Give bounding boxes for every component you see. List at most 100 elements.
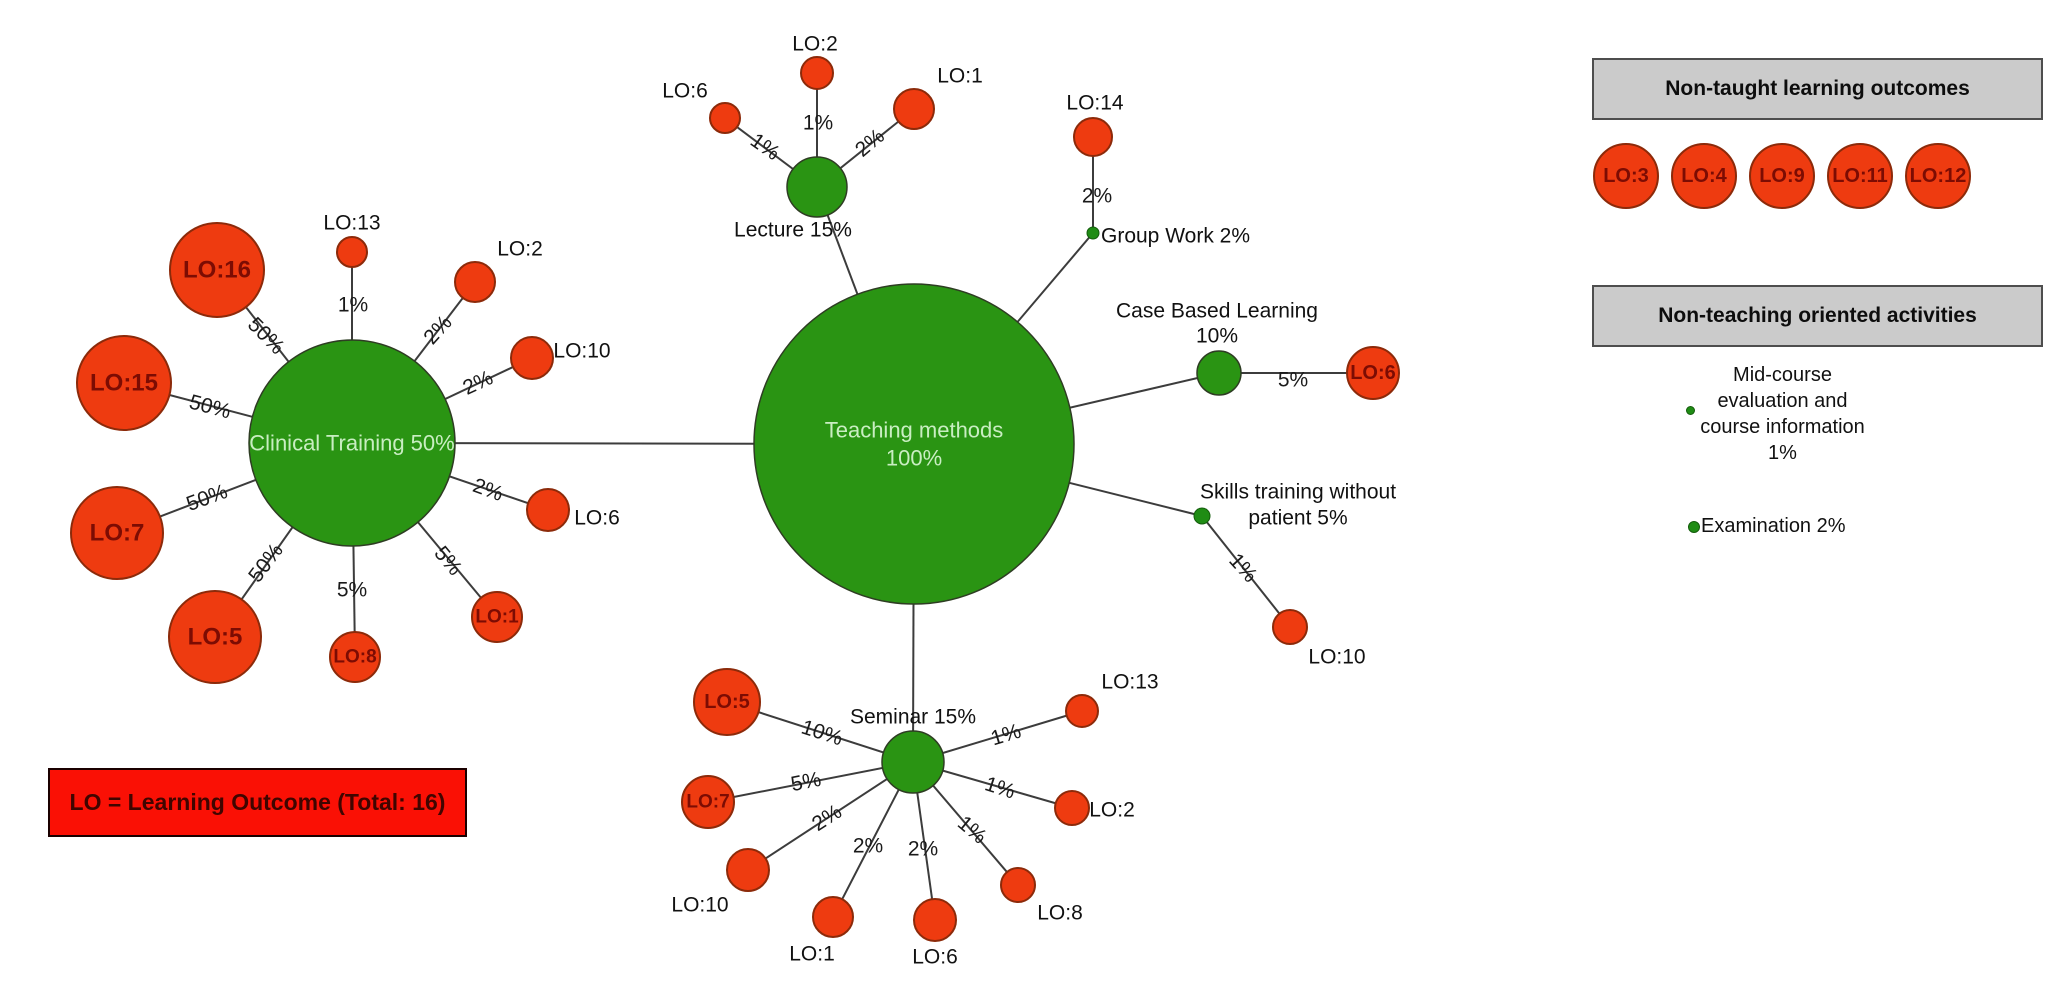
node-cl_lo10-circle — [510, 336, 554, 380]
edge-seminar-sem_lo7 — [707, 761, 914, 803]
node-sem_lo5-circle — [693, 668, 761, 736]
node-sem_lo7-text: LO:7 — [686, 792, 729, 813]
edge-label-clinical-cl_lo15: 50% — [187, 390, 234, 423]
edge-label-seminar-sem_lo5: 10% — [798, 716, 845, 751]
node-sem_lo5-text: LO:5 — [704, 691, 750, 713]
node-sem_lo13-label: LO:13 — [1101, 671, 1158, 694]
node-cbl-label: 10% — [1196, 325, 1238, 348]
legend-label: LO = Learning Outcome (Total: 16) — [69, 789, 446, 815]
node-teaching-text: Teaching methods — [825, 418, 1004, 443]
non-taught-lo-circle: LO:11 — [1827, 143, 1893, 209]
node-cl_lo7-circle — [70, 486, 164, 580]
examination-dot-icon — [1688, 521, 1700, 533]
node-groupwork-circle — [1086, 226, 1100, 240]
node-sem_lo2-circle — [1054, 790, 1090, 826]
edge-label-clinical-cl_lo8: 5% — [337, 579, 367, 602]
node-seminar-circle — [881, 730, 945, 794]
non-taught-lo-circle: LO:12 — [1905, 143, 1971, 209]
node-sem_lo6-label: LO:6 — [912, 946, 958, 969]
node-sk_lo10-circle — [1272, 609, 1308, 645]
node-cl_lo6-circle — [526, 488, 570, 532]
non-taught-header: Non-taught learning outcomes — [1592, 58, 2043, 120]
node-sem_lo10-label: LO:10 — [671, 894, 728, 917]
edge-label-clinical-cl_lo10: 2% — [459, 366, 496, 400]
node-cbl-circle — [1196, 350, 1242, 396]
edge-label-clinical-cl_lo2: 2% — [419, 311, 456, 349]
legend-box: LO = Learning Outcome (Total: 16) — [48, 768, 467, 837]
edge-label-seminar-sem_lo1: 2% — [853, 835, 883, 858]
node-skills-circle — [1193, 507, 1211, 525]
node-sem_lo6-circle — [913, 898, 957, 942]
node-sem_lo13-circle — [1065, 694, 1099, 728]
non-teaching-header: Non-teaching oriented activities — [1592, 285, 2043, 347]
non-taught-lo-circle: LO:3 — [1593, 143, 1659, 209]
node-cl_lo6-label: LO:6 — [574, 507, 620, 530]
node-lec_lo6-label: LO:6 — [662, 80, 708, 103]
node-cl_lo7-text: LO:7 — [90, 520, 145, 547]
node-lec_lo1-label: LO:1 — [937, 65, 983, 88]
node-cl_lo15-circle — [76, 335, 172, 431]
node-cl_lo13-circle — [336, 236, 368, 268]
node-teaching-text: 100% — [886, 446, 942, 471]
edge-label-lecture-lec_lo6: 1% — [746, 129, 784, 165]
node-sem_lo10-circle — [726, 848, 770, 892]
node-lec_lo6-circle — [709, 102, 741, 134]
edge-skills-sk_lo10 — [1201, 515, 1291, 628]
edge-seminar-sem_lo10 — [747, 761, 914, 871]
node-cl_lo1-text: LO:1 — [475, 607, 519, 628]
node-cl_lo8-text: LO:8 — [333, 647, 376, 668]
node-cl_lo5-text: LO:5 — [188, 624, 243, 651]
node-clinical-text: Clinical Training 50% — [249, 431, 454, 456]
node-clinical-circle — [248, 339, 456, 547]
edge-label-seminar-sem_lo7: 5% — [789, 768, 823, 796]
node-cbl_lo6-circle — [1346, 346, 1400, 400]
midcourse-dot-icon — [1686, 406, 1695, 415]
node-lo14-label: LO:14 — [1066, 92, 1124, 115]
node-skills-label: Skills training without — [1200, 481, 1396, 504]
edge-label-clinical-cl_lo6: 2% — [470, 474, 506, 506]
node-sem_lo8-label: LO:8 — [1037, 902, 1083, 925]
node-cl_lo2-label: LO:2 — [497, 238, 543, 261]
node-lo14-circle — [1073, 117, 1113, 157]
node-lecture-circle — [786, 156, 848, 218]
node-cl_lo8-circle — [329, 631, 381, 683]
node-sk_lo10-label: LO:10 — [1308, 646, 1365, 669]
node-cl_lo16-circle — [169, 222, 265, 318]
non-taught-lo-circle: LO:4 — [1671, 143, 1737, 209]
midcourse-item: Mid-course evaluation and course informa… — [1700, 364, 1865, 464]
node-cl_lo2-circle — [454, 261, 496, 303]
edge-label-skills-sk_lo10: 1% — [1224, 549, 1261, 587]
node-groupwork-label: Group Work 2% — [1101, 225, 1250, 248]
edge-label-clinical-cl_lo7: 50% — [183, 480, 230, 516]
edge-label-groupwork-lo14: 2% — [1082, 185, 1112, 208]
edge-label-seminar-sem_lo10: 2% — [808, 800, 846, 836]
non-taught-lo-circle: LO:9 — [1749, 143, 1815, 209]
edge-label-cbl-cbl_lo6: 5% — [1278, 369, 1308, 392]
edge-label-seminar-sem_lo2: 1% — [982, 772, 1018, 803]
node-lecture-label: Lecture 15% — [734, 219, 852, 242]
node-cbl_lo6-text: LO:6 — [1350, 362, 1396, 384]
non-teaching-header-label: Non-teaching oriented activities — [1658, 304, 1977, 327]
node-sem_lo2-label: LO:2 — [1089, 799, 1135, 822]
node-cl_lo1-circle — [471, 591, 523, 643]
node-lec_lo2-circle — [800, 56, 834, 90]
node-cbl-label: Case Based Learning — [1116, 300, 1318, 323]
non-taught-lo-row: LO:3 LO:4 LO:9 LO:11 LO:12 — [1593, 143, 1971, 209]
node-lec_lo2-label: LO:2 — [792, 33, 838, 56]
edge-label-lecture-lec_lo2: 1% — [803, 112, 833, 135]
examination-item: Examination 2% — [1701, 515, 1846, 537]
node-cl_lo16-text: LO:16 — [183, 257, 251, 284]
node-skills-label: patient 5% — [1248, 507, 1347, 530]
edge-label-clinical-cl_lo5: 50% — [244, 539, 288, 586]
node-cl_lo13-label: LO:13 — [323, 212, 380, 235]
node-sem_lo1-circle — [812, 896, 854, 938]
edge-label-seminar-sem_lo6: 2% — [908, 838, 938, 861]
node-sem_lo8-circle — [1000, 867, 1036, 903]
node-cl_lo5-circle — [168, 590, 262, 684]
edge-label-clinical-cl_lo13: 1% — [338, 294, 368, 317]
node-sem_lo1-label: LO:1 — [789, 943, 835, 966]
node-cl_lo10-label: LO:10 — [553, 340, 610, 363]
non-taught-header-label: Non-taught learning outcomes — [1665, 77, 1970, 100]
